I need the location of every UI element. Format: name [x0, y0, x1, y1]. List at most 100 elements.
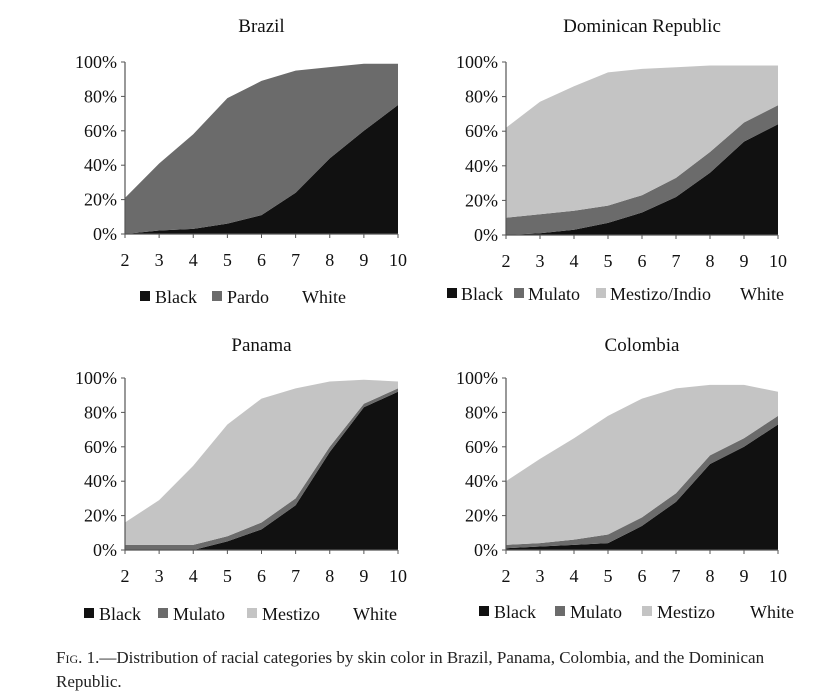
area-black	[506, 124, 778, 235]
legend-swatch-black	[140, 291, 150, 301]
x-tick-label: 9	[740, 251, 749, 271]
x-tick-label: 9	[359, 250, 368, 270]
y-tick-label: 60%	[84, 437, 117, 457]
y-tick-label: 0%	[474, 540, 498, 560]
legend-swatch-black	[447, 288, 457, 298]
legend-label-mulato: Mulato	[528, 284, 580, 304]
y-tick-label: 40%	[84, 471, 117, 491]
x-tick-label: 10	[389, 566, 407, 586]
y-tick-label: 20%	[465, 506, 498, 526]
x-tick-label: 3	[536, 566, 545, 586]
x-tick-label: 6	[638, 566, 647, 586]
legend-label-white: White	[750, 602, 794, 622]
legend-label-black: Black	[494, 602, 536, 622]
x-tick-label: 4	[189, 250, 198, 270]
legend-swatch-mulato	[555, 606, 565, 616]
x-tick-label: 8	[706, 251, 715, 271]
area-mestizo	[506, 384, 778, 545]
y-tick-label: 0%	[93, 224, 117, 244]
x-tick-label: 3	[536, 251, 545, 271]
legend-label-pardo: Pardo	[227, 287, 269, 307]
panel-panama: Panama 0% 20% 40% 60% 80% 100% 2 3 4 5 6 7 8 9 10 Black M…	[75, 335, 407, 624]
legend-label-black: Black	[461, 284, 503, 304]
legend-swatch-pardo	[212, 291, 222, 301]
area-pardo	[125, 63, 398, 234]
legend-label-black: Black	[99, 604, 141, 624]
area-mulato	[506, 415, 778, 549]
y-tick-label: 40%	[465, 471, 498, 491]
x-tick-label: 8	[706, 566, 715, 586]
chart-title: Dominican Republic	[563, 16, 721, 37]
x-tick-label: 2	[121, 566, 130, 586]
legend-label-white: White	[353, 604, 397, 624]
x-tick-label: 4	[570, 251, 579, 271]
legend-label-mulato: Mulato	[570, 602, 622, 622]
area-mulato	[506, 105, 778, 235]
area-mestizo-indio	[506, 65, 778, 218]
legend-swatch-black	[84, 608, 94, 618]
x-tick-label: 7	[672, 251, 681, 271]
x-tick-label: 7	[291, 566, 300, 586]
legend-swatch-mestizo	[642, 606, 652, 616]
legend-label-black: Black	[155, 287, 197, 307]
x-tick-label: 10	[769, 251, 787, 271]
legend-label-mestizo: Mestizo	[657, 602, 715, 622]
legend-swatch-mulato	[158, 608, 168, 618]
y-tick-label: 20%	[84, 190, 117, 210]
y-tick-label: 100%	[75, 368, 117, 388]
x-tick-label: 6	[638, 251, 647, 271]
legend-swatch-mestizo-indio	[596, 288, 606, 298]
y-tick-label: 100%	[456, 52, 498, 72]
x-tick-label: 5	[223, 250, 232, 270]
x-tick-label: 7	[672, 566, 681, 586]
x-tick-label: 6	[257, 250, 266, 270]
y-tick-label: 100%	[456, 368, 498, 388]
legend-swatch-mulato	[514, 288, 524, 298]
x-tick-label: 5	[604, 251, 613, 271]
x-tick-label: 5	[223, 566, 232, 586]
x-tick-label: 2	[121, 250, 130, 270]
caption-label: Fig. 1.	[56, 648, 100, 667]
area-black	[125, 391, 398, 550]
x-tick-label: 9	[740, 566, 749, 586]
chart-title: Panama	[231, 335, 292, 356]
legend-label-mestizo: Mestizo	[262, 604, 320, 624]
legend-label-mestizo-indio: Mestizo/Indio	[610, 284, 711, 304]
chart-title: Colombia	[605, 335, 681, 356]
y-tick-label: 80%	[84, 86, 117, 106]
y-tick-label: 60%	[465, 437, 498, 457]
panel-dominican-republic: Dominican Republic 0% 20% 40% 60% 80% 100% 2 3 4 5…	[447, 16, 787, 304]
legend-label-white: White	[302, 287, 346, 307]
legend-swatch-mestizo	[247, 608, 257, 618]
y-tick-label: 0%	[474, 225, 498, 245]
area-mestizo	[125, 379, 398, 545]
y-tick-label: 100%	[75, 52, 117, 72]
x-tick-label: 8	[325, 566, 334, 586]
x-tick-label: 2	[502, 251, 511, 271]
x-tick-label: 6	[257, 566, 266, 586]
x-tick-label: 8	[325, 250, 334, 270]
x-tick-label: 4	[570, 566, 579, 586]
x-tick-label: 10	[769, 566, 787, 586]
y-tick-label: 80%	[84, 402, 117, 422]
y-tick-label: 60%	[84, 121, 117, 141]
x-tick-label: 4	[189, 566, 198, 586]
x-tick-label: 9	[359, 566, 368, 586]
y-tick-label: 20%	[465, 190, 498, 210]
y-tick-label: 40%	[465, 156, 498, 176]
area-black	[506, 424, 778, 550]
x-tick-label: 3	[155, 566, 164, 586]
legend-label-white: White	[740, 284, 784, 304]
y-tick-label: 60%	[465, 121, 498, 141]
area-black	[125, 105, 398, 234]
panel-brazil: Brazil 0% 20% 40% 60% 80% 100% 2 3 4 5 6 7 8 9 10 Black P…	[75, 16, 407, 307]
chart-title: Brazil	[238, 16, 284, 37]
legend-swatch-black	[479, 606, 489, 616]
x-tick-label: 2	[502, 566, 511, 586]
legend-label-mulato: Mulato	[173, 604, 225, 624]
x-tick-label: 5	[604, 566, 613, 586]
x-tick-label: 7	[291, 250, 300, 270]
x-tick-label: 3	[155, 250, 164, 270]
y-tick-label: 80%	[465, 402, 498, 422]
